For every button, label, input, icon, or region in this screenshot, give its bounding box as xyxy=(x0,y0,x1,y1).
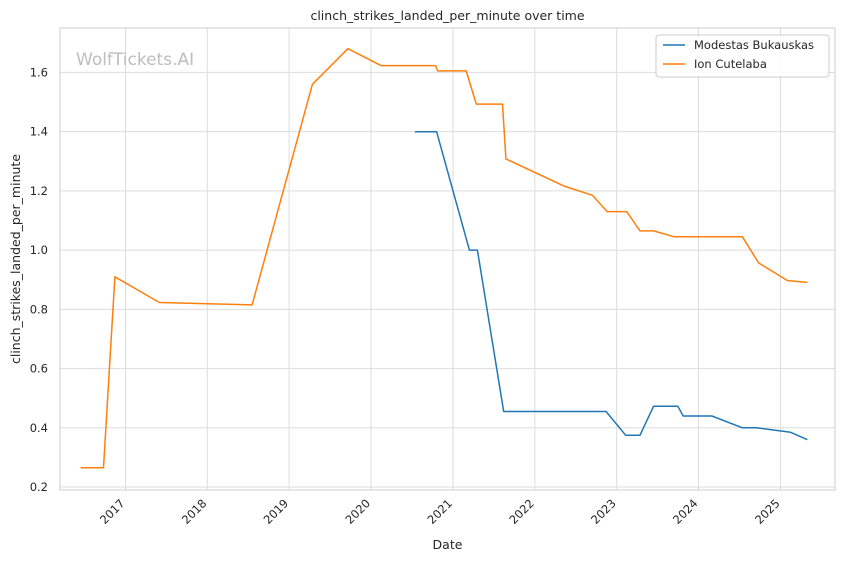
legend-label: Ion Cutelaba xyxy=(694,57,767,71)
y-axis-title: clinch_strikes_landed_per_minute xyxy=(8,154,23,364)
x-tick-label: 2017 xyxy=(97,496,128,527)
watermark: WolfTickets.AI xyxy=(76,50,194,70)
x-tick-label: 2018 xyxy=(179,496,210,527)
chart-title: clinch_strikes_landed_per_minute over ti… xyxy=(310,8,584,23)
tick-labels: 0.2 0.4 0.6 0.8 1.0 1.2 1.4 1.6 2017 2018 2019 2020… xyxy=(30,65,783,526)
series-line-1 xyxy=(414,130,808,441)
grid xyxy=(60,28,835,490)
y-tick-label: 1.6 xyxy=(30,65,48,79)
y-tick-label: 0.8 xyxy=(30,302,48,316)
x-tick-label: 2022 xyxy=(506,496,537,527)
series-line-2 xyxy=(80,47,808,469)
legend-label: Modestas Bukauskas xyxy=(694,38,814,52)
legend-box xyxy=(655,34,830,78)
y-tick-label: 0.6 xyxy=(30,362,48,376)
legend: Modestas Bukauskas Ion Cutelaba xyxy=(655,34,830,78)
series-layer xyxy=(80,47,808,469)
x-tick-label: 2021 xyxy=(425,496,456,527)
x-tick-label: 2023 xyxy=(588,496,619,527)
y-tick-label: 1.4 xyxy=(30,125,48,139)
x-axis-title: Date xyxy=(433,537,463,552)
x-tick-label: 2019 xyxy=(261,496,292,527)
y-tick-label: 1.0 xyxy=(30,243,48,257)
x-tick-label: 2020 xyxy=(342,496,373,527)
y-tick-label: 1.2 xyxy=(30,184,48,198)
x-tick-label: 2025 xyxy=(752,496,783,527)
plot-frame xyxy=(59,27,836,491)
y-tick-label: 0.2 xyxy=(30,480,48,494)
x-tick-label: 2024 xyxy=(670,496,701,527)
y-tick-label: 0.4 xyxy=(30,421,48,435)
